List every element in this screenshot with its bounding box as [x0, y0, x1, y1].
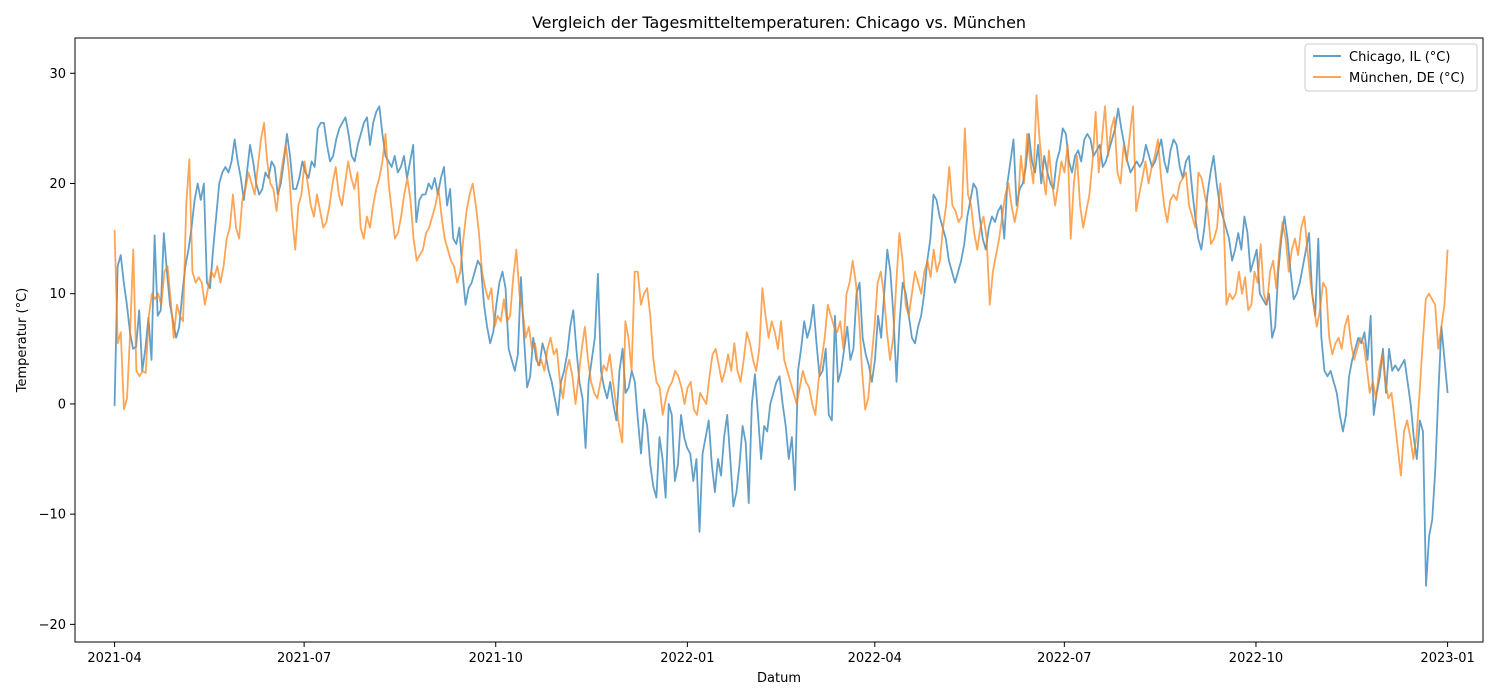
x-axis-ticks: 2021-04 2021-07 2021-10 2022-01 2022-04 2022-… [87, 642, 1475, 666]
legend-box [1304, 43, 1478, 92]
y-tick-label: 10 [49, 287, 66, 302]
plot-lines [113, 94, 1449, 587]
series-line-muenchen [113, 94, 1449, 477]
y-tick-label: 30 [49, 67, 66, 82]
legend: Chicago, IL (°C) München, DE (°C) [1304, 43, 1478, 92]
y-tick-label: −10 [39, 508, 66, 523]
y-tick-label: 20 [49, 177, 66, 192]
x-tick-label: 2022-01 [660, 651, 714, 666]
y-tick-label: 0 [58, 397, 66, 412]
y-tick-label: −20 [39, 618, 66, 633]
y-axis-ticks: −20 −10 0 10 20 30 [39, 67, 75, 633]
y-axis-label: Temperatur (°C) [15, 288, 30, 394]
x-tick-label: 2021-04 [87, 651, 141, 666]
legend-label-muenchen: München, DE (°C) [1349, 71, 1465, 86]
x-tick-label: 2022-10 [1229, 651, 1283, 666]
x-tick-label: 2021-07 [277, 651, 331, 666]
x-tick-label: 2023-01 [1420, 651, 1474, 666]
series-line-chicago [113, 105, 1449, 587]
x-tick-label: 2022-04 [848, 651, 902, 666]
x-axis-label: Datum [757, 671, 801, 686]
axes-frame [74, 37, 1484, 643]
x-tick-label: 2022-07 [1037, 651, 1091, 666]
chart-title: Vergleich der Tagesmitteltemperaturen: C… [532, 13, 1026, 32]
legend-label-chicago: Chicago, IL (°C) [1349, 50, 1450, 65]
x-tick-label: 2021-10 [469, 651, 523, 666]
